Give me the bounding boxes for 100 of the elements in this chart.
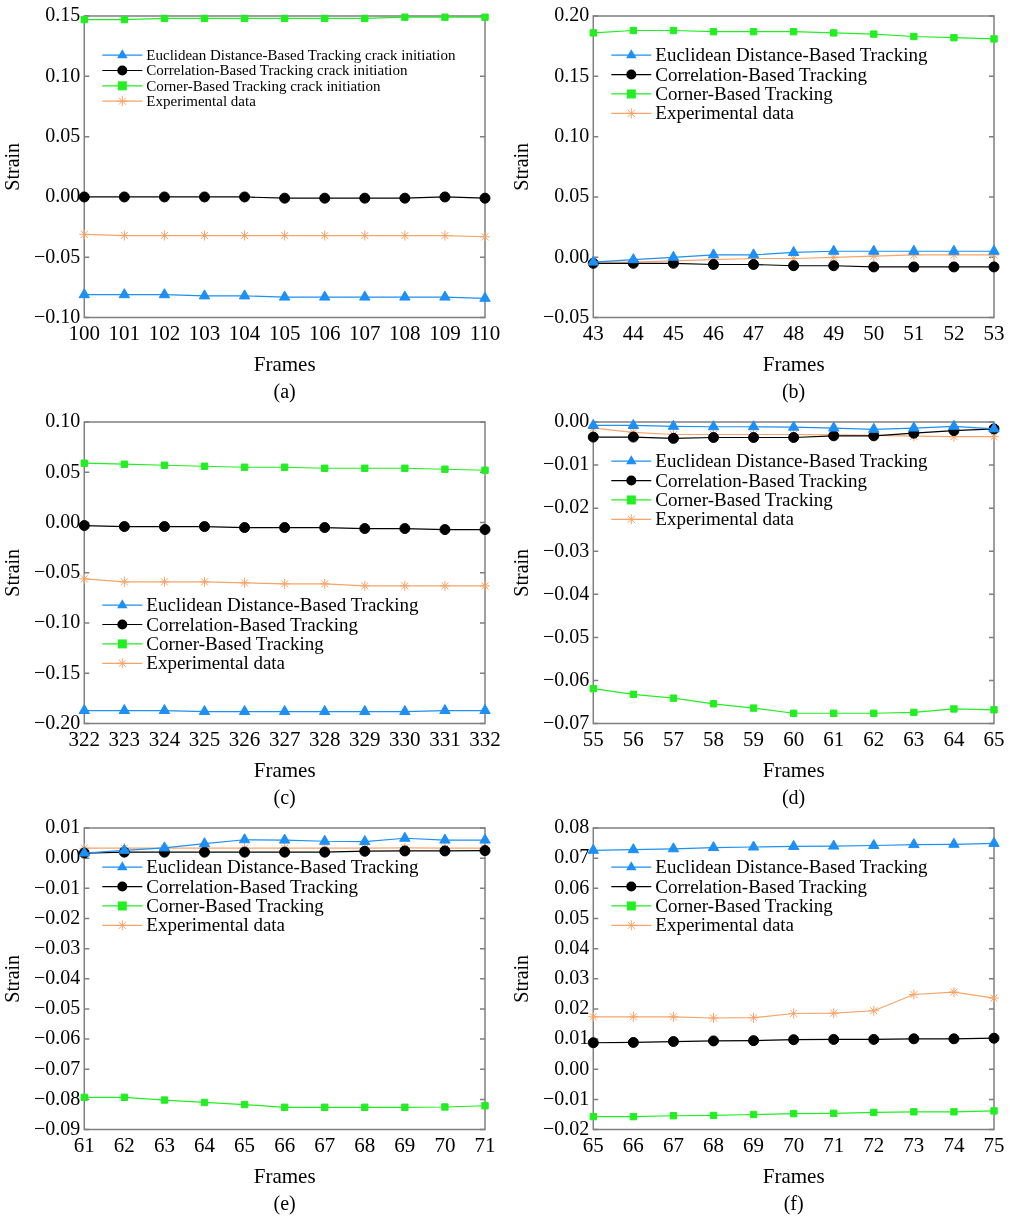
y-axis-title: Strain: [1, 548, 24, 597]
y-tick-label: 0.05: [45, 459, 81, 482]
legend-label: Correlation-Based Tracking crack initiation: [146, 62, 408, 79]
y-tick-label: −0.10: [34, 610, 81, 633]
x-tick-label: 73: [903, 1132, 925, 1157]
x-tick-label: 331: [429, 726, 461, 751]
legend-label: Corner-Based Tracking: [655, 894, 834, 916]
y-tick-label: −0.07: [34, 1056, 81, 1079]
x-tick-label: 53: [983, 320, 1005, 345]
x-tick-label: 107: [349, 320, 381, 345]
x-tick-label: 71: [474, 1132, 496, 1157]
legend-label: Correlation-Based Tracking: [146, 613, 359, 635]
y-tick-label: 0.10: [554, 123, 590, 146]
x-axis-title: Frames: [762, 351, 825, 376]
text: (b): [781, 380, 806, 402]
legend-label: Experimental data: [146, 652, 286, 674]
y-tick-label: −0.02: [543, 495, 590, 518]
x-axis-title: Frames: [253, 1163, 316, 1188]
y-tick-label: 0.15: [554, 63, 590, 86]
y-tick-label: 0.10: [45, 409, 81, 432]
x-tick-label: 64: [943, 726, 965, 751]
x-tick-label: 62: [113, 1132, 135, 1157]
y-tick-label: 0.00: [45, 509, 81, 532]
x-axis-title: Frames: [762, 757, 825, 782]
x-tick-label: 105: [268, 320, 301, 345]
y-tick-label: −0.05: [34, 996, 81, 1019]
y-tick-label: −0.05: [34, 560, 81, 583]
y-tick-label: 0.05: [45, 123, 81, 146]
x-tick-label: 325: [188, 726, 221, 751]
y-tick-label: −0.05: [543, 624, 590, 647]
legend-label: Experimental data: [146, 93, 257, 110]
x-tick-label: 69: [394, 1132, 416, 1157]
x-tick-label: 69: [743, 1132, 765, 1157]
y-axis-title: Strain: [1, 954, 24, 1003]
y-tick-label: 0.03: [554, 966, 590, 989]
legend-label: Corner-Based Tracking: [146, 894, 325, 916]
y-tick-label: −0.04: [34, 966, 81, 989]
legend-label: Correlation-Based Tracking: [655, 63, 868, 85]
legend-label: Correlation-Based Tracking: [655, 469, 868, 491]
x-axis-title: Frames: [762, 1163, 825, 1188]
y-axis-title: Strain: [510, 548, 533, 597]
x-tick-label: 44: [622, 320, 645, 345]
y-tick-label: −0.03: [543, 538, 590, 561]
x-tick-label: 58: [703, 726, 724, 751]
y-tick-label: −0.15: [34, 660, 81, 683]
x-tick-label: 68: [354, 1132, 376, 1157]
x-tick-label: 61: [823, 726, 845, 751]
y-tick-label: 0.04: [554, 935, 590, 958]
x-tick-label: 108: [389, 320, 421, 345]
x-tick-label: 110: [469, 320, 501, 345]
x-tick-label: 68: [703, 1132, 724, 1157]
x-tick-label: 50: [863, 320, 885, 345]
x-tick-label: 70: [783, 1132, 805, 1157]
y-tick-label: −0.06: [543, 667, 590, 690]
x-tick-label: 323: [108, 726, 141, 751]
x-tick-label: 102: [148, 320, 181, 345]
legend-label: Euclidean Distance-Based Tracking: [655, 856, 929, 878]
x-tick-label: 64: [194, 1132, 216, 1157]
y-tick-label: −0.06: [34, 1026, 81, 1049]
y-axis-title: Strain: [510, 142, 533, 191]
x-tick-label: 57: [662, 726, 684, 751]
x-tick-label: 324: [148, 726, 181, 751]
x-tick-label: 74: [943, 1132, 965, 1157]
y-tick-label: 0.02: [554, 996, 590, 1019]
y-tick-label: 0.00: [45, 184, 81, 207]
text: (a): [273, 380, 296, 402]
text: (e): [273, 1192, 296, 1214]
x-tick-label: 59: [743, 726, 765, 751]
y-tick-label: −0.02: [34, 905, 81, 928]
y-tick-label: 0.08: [554, 815, 590, 838]
legend-label: Corner-Based Tracking: [655, 488, 834, 510]
x-tick-label: 332: [469, 726, 501, 751]
legend-label: Correlation-Based Tracking: [146, 875, 359, 897]
legend-label: Euclidean Distance-Based Tracking: [146, 856, 420, 878]
x-tick-label: 66: [274, 1132, 296, 1157]
x-tick-label: 65: [234, 1132, 256, 1157]
y-tick-label: 0.10: [45, 63, 81, 86]
x-tick-label: 66: [622, 1132, 644, 1157]
x-tick-label: 101: [108, 320, 141, 345]
text: (f): [783, 1192, 804, 1214]
y-axis-title: Strain: [510, 954, 533, 1003]
y-tick-label: 0.01: [554, 1026, 590, 1049]
x-tick-label: 63: [903, 726, 925, 751]
legend-label: Experimental data: [655, 508, 795, 530]
x-tick-label: 46: [703, 320, 724, 345]
x-tick-label: 104: [228, 320, 261, 345]
x-tick-label: 329: [349, 726, 381, 751]
x-tick-label: 67: [314, 1132, 336, 1157]
text: (d): [781, 786, 806, 808]
legend-label: Euclidean Distance-Based Tracking crack initiation: [146, 47, 456, 64]
x-tick-label: 47: [743, 320, 765, 345]
y-tick-label: 0.00: [554, 244, 590, 267]
y-tick-label: 0.00: [45, 845, 81, 868]
x-axis-title: Frames: [253, 351, 316, 376]
y-tick-label: −0.01: [543, 1086, 590, 1109]
y-tick-label: 0.05: [554, 184, 590, 207]
x-tick-label: 56: [622, 726, 644, 751]
legend-label: Correlation-Based Tracking: [655, 875, 868, 897]
x-tick-label: 63: [153, 1132, 175, 1157]
y-tick-label: −0.01: [34, 875, 81, 898]
